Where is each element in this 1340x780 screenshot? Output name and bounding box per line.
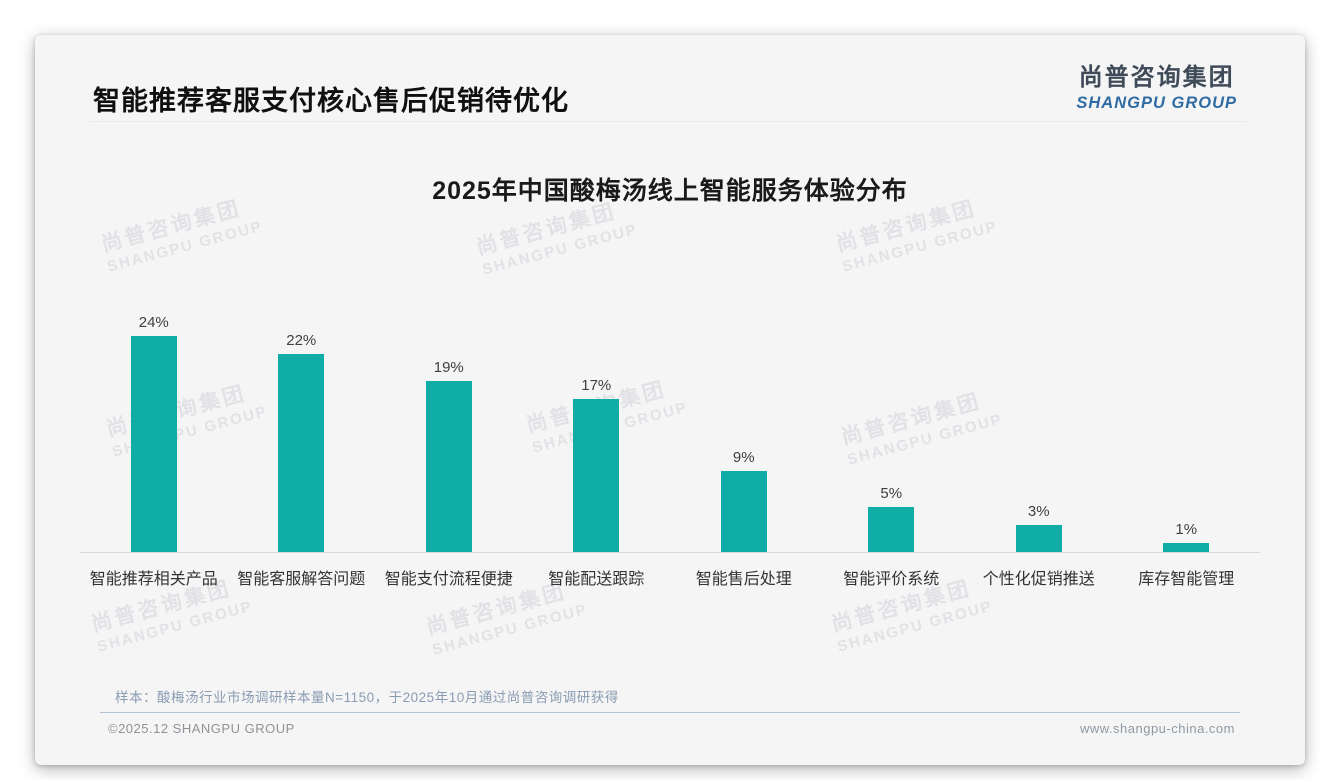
footer-divider (100, 712, 1240, 713)
bar-column: 22% (228, 332, 376, 552)
watermark-line2: SHANGPU GROUP (840, 217, 1000, 276)
watermark-line2: SHANGPU GROUP (105, 217, 265, 276)
header-divider (90, 121, 1247, 122)
bar-column: 5% (818, 485, 966, 552)
bar-column: 3% (965, 503, 1113, 552)
category-label: 智能配送跟踪 (548, 571, 645, 588)
bar-value-label: 3% (1027, 503, 1050, 520)
bar (1163, 543, 1210, 552)
bar-value-label: 17% (581, 377, 612, 394)
watermark-line2: SHANGPU GROUP (835, 597, 995, 656)
bar-column: 24% (80, 314, 228, 552)
bar (425, 381, 472, 552)
category-label: 个性化促销推送 (982, 571, 1095, 588)
bar (573, 399, 620, 552)
bar-column: 9% (670, 449, 818, 552)
chart-title: 2025年中国酸梅汤线上智能服务体验分布 (432, 177, 908, 205)
slide-card: 尚普咨询集团 SHANGPU GROUP 尚普咨询集团 SHANGPU GROUP 尚普… (35, 35, 1305, 765)
category-label: 智能评价系统 (843, 571, 940, 588)
shangpu-logo: 尚普咨询集团 SHANGPU GROUP (1076, 57, 1237, 113)
logo-chinese-text: 尚普咨询集团 (1078, 64, 1235, 91)
watermark-line2: SHANGPU GROUP (95, 597, 255, 656)
bar (868, 507, 915, 552)
category-label: 智能客服解答问题 (237, 571, 366, 588)
copyright-text: ©2025.12 SHANGPU GROUP (108, 721, 295, 736)
plot-area: 24% 22% 19% 17% 9% 5% 3% 1% (80, 307, 1260, 553)
sample-note: 样本：酸梅汤行业市场调研样本量N=1150，于2025年10月通过尚普咨询调研获… (115, 690, 619, 705)
page-title: 智能推荐客服支付核心售后促销待优化 (93, 86, 569, 116)
bar (720, 471, 767, 552)
bar-value-label: 1% (1175, 521, 1198, 538)
logo-english-text: SHANGPU GROUP (1076, 94, 1237, 112)
bar-value-label: 19% (433, 359, 464, 376)
bar-column: 1% (1113, 521, 1261, 552)
bar-chart: 24% 22% 19% 17% 9% 5% 3% 1% 智能推荐相关产品 智能客服解答问题 智能支… (80, 307, 1260, 589)
bar (1015, 525, 1062, 552)
category-label: 智能支付流程便捷 (384, 571, 513, 588)
bar-value-label: 22% (286, 332, 317, 349)
category-label: 库存智能管理 (1138, 571, 1235, 588)
bar-value-label: 9% (732, 449, 755, 466)
bar-column: 17% (523, 377, 671, 552)
bar-column: 19% (375, 359, 523, 552)
category-label: 智能推荐相关产品 (89, 571, 218, 588)
bar (278, 354, 325, 552)
watermark-line2: SHANGPU GROUP (430, 600, 590, 659)
watermark-line2: SHANGPU GROUP (480, 220, 640, 279)
bar-value-label: 5% (880, 485, 903, 502)
bar (130, 336, 177, 552)
bar-value-label: 24% (138, 314, 169, 331)
x-axis-labels: 智能推荐相关产品 智能客服解答问题 智能支付流程便捷 智能配送跟踪 智能售后处理 智能评价… (80, 553, 1260, 589)
category-label: 智能售后处理 (695, 571, 792, 588)
footer: ©2025.12 SHANGPU GROUP www.shangpu-china… (108, 721, 1235, 736)
website-url: www.shangpu-china.com (1079, 721, 1235, 736)
